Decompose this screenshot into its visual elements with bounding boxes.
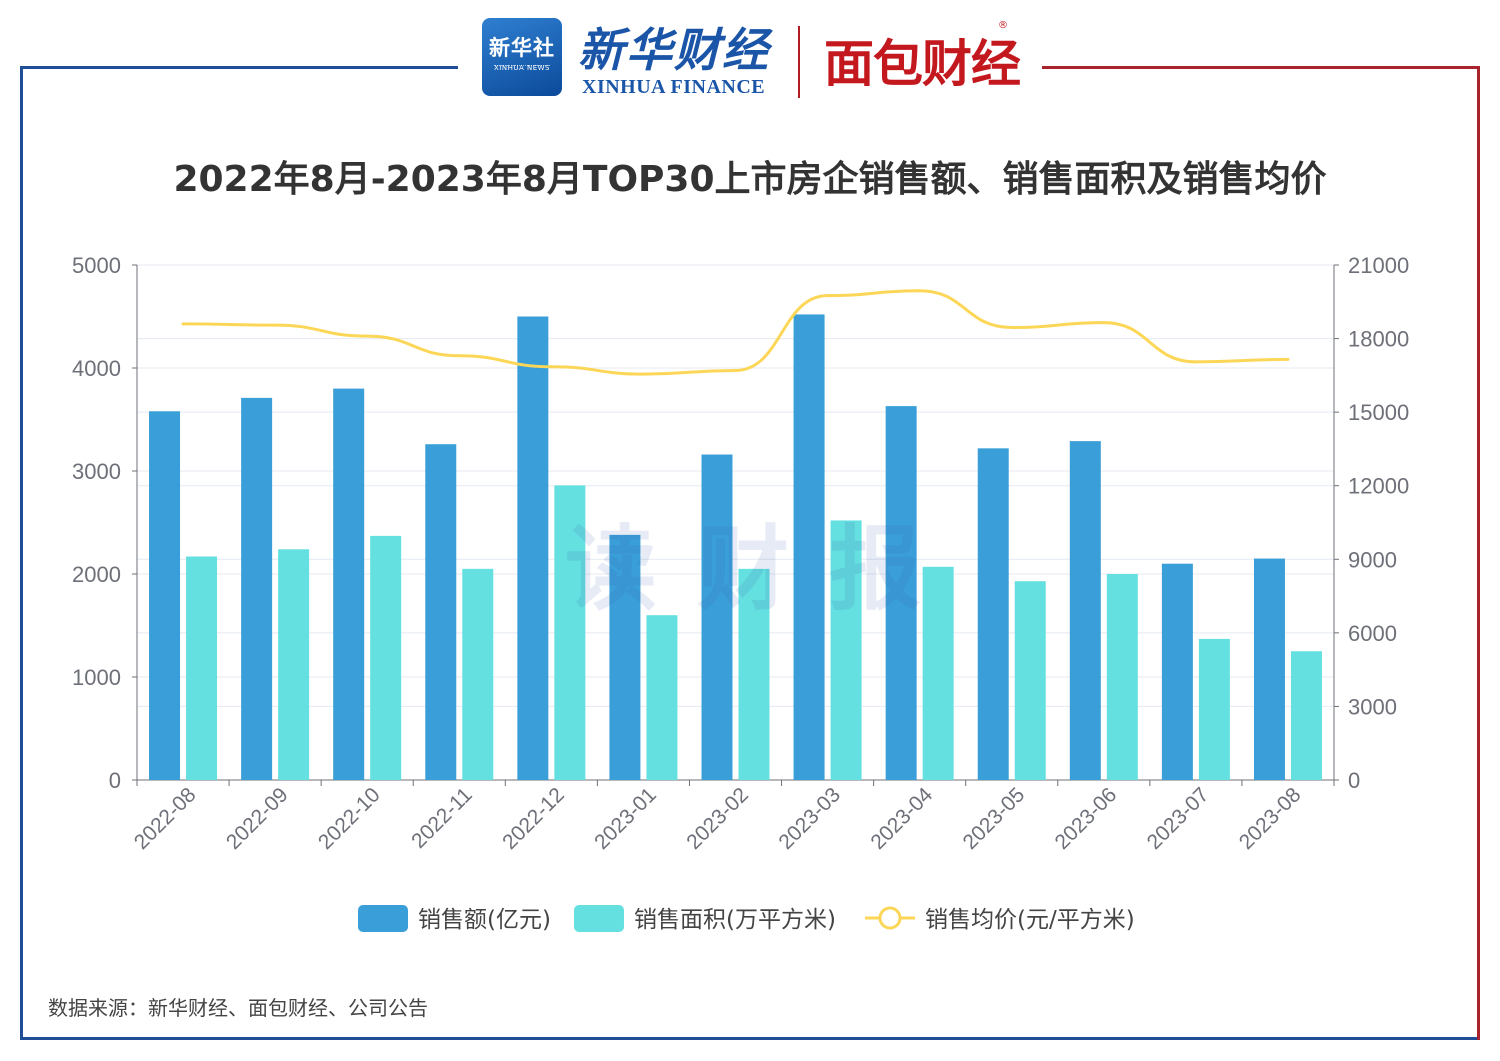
- frame-bottom-line: [20, 1037, 1480, 1040]
- point-price-2022-10: [365, 334, 369, 338]
- bar-sales-2022-11: [425, 444, 457, 780]
- y-right-tick-label: 6000: [1348, 621, 1397, 646]
- bar-sales-2022-10: [333, 388, 365, 780]
- x-tick-label: 2023-01: [590, 783, 661, 854]
- frame-right-line: [1477, 66, 1480, 1040]
- point-price-2022-12: [549, 365, 553, 369]
- y-right-tick-label: 9000: [1348, 547, 1397, 572]
- x-tick-label: 2022-10: [314, 783, 385, 854]
- watermark: 读财报: [565, 516, 962, 623]
- x-tick-label: 2023-07: [1143, 783, 1214, 854]
- x-tick-label: 2022-09: [222, 783, 293, 854]
- legend-swatch: [358, 905, 408, 932]
- x-tick-label: 2023-02: [682, 783, 753, 854]
- legend-label: 销售额(亿元): [418, 907, 551, 933]
- legend-item-sales: 销售额(亿元): [358, 905, 551, 933]
- xinhua-news-logo: 新华社 XINHUA NEWS: [482, 18, 562, 96]
- point-price-2022-08: [181, 322, 185, 326]
- y-left-tick-label: 5000: [72, 253, 121, 278]
- bar-sales-2023-08: [1253, 558, 1285, 780]
- point-price-2023-05: [1010, 326, 1014, 330]
- legend-item-price: 销售均价(元/平方米): [865, 906, 1135, 933]
- xinhua-badge-text: 新华社: [489, 36, 555, 60]
- bar-area-2022-08: [186, 556, 218, 780]
- bar-area-2022-09: [278, 549, 310, 780]
- legend: 销售额(亿元) 销售面积(万平方米) 销售均价(元/平方米): [358, 905, 1135, 933]
- point-price-2023-01: [641, 372, 645, 376]
- bar-sales-2022-08: [149, 411, 181, 780]
- x-tick-label: 2023-05: [959, 783, 1030, 854]
- y-left-tick-label: 0: [109, 768, 121, 793]
- bar-area-2023-07: [1198, 638, 1230, 780]
- bar-area-2022-12: [554, 485, 586, 780]
- bar-sales-2022-09: [241, 397, 273, 780]
- point-price-2023-02: [734, 368, 737, 372]
- frame-top-right-line: [1042, 66, 1480, 69]
- mianbao-finance-logo: 面包财经: [824, 35, 1021, 93]
- bar-sales-2023-04: [885, 406, 917, 780]
- y-left-tick-label: 2000: [72, 562, 121, 587]
- bar-sales-2023-06: [1069, 441, 1101, 780]
- x-tick-label: 2023-06: [1051, 783, 1122, 854]
- bar-area-2022-11: [462, 568, 494, 780]
- point-price-2023-03: [826, 294, 830, 298]
- point-price-2023-08: [1286, 357, 1290, 361]
- bar-sales-2023-03: [793, 314, 825, 780]
- y-left-tick-label: 4000: [72, 356, 121, 381]
- bar-sales-2023-01: [609, 534, 641, 780]
- registered-mark: ®: [998, 20, 1008, 31]
- line-price-series: [183, 289, 1288, 376]
- point-price-2022-11: [457, 354, 461, 358]
- bar-sales-2023-07: [1161, 563, 1193, 780]
- xinhua-finance-logo-en: XINHUA FINANCE: [582, 76, 766, 98]
- y-left-tick-label: 1000: [72, 665, 121, 690]
- legend-label: 销售面积(万平方米): [634, 907, 836, 933]
- x-tick-label: 2022-11: [407, 783, 477, 853]
- network-dots-icon: [494, 65, 550, 86]
- bar-sales-2023-05: [977, 448, 1009, 780]
- bar-sales-2022-12: [517, 316, 549, 780]
- y-right-tick-label: 3000: [1348, 694, 1397, 719]
- x-tick-label: 2022-08: [130, 783, 201, 854]
- point-price-2022-09: [273, 323, 277, 327]
- chart-title: 2022年8月-2023年8月TOP30上市房企销售额、销售面积及销售均价: [173, 159, 1327, 200]
- legend-label: 销售均价(元/平方米): [925, 907, 1135, 933]
- bar-area-2023-06: [1106, 574, 1138, 780]
- y-right-tick-label: 12000: [1348, 474, 1409, 499]
- x-tick-label: 2023-03: [774, 783, 845, 854]
- bar-sales-2023-02: [701, 454, 733, 780]
- bar-area-2023-08: [1290, 651, 1322, 780]
- bar-area-2023-05: [1014, 581, 1046, 780]
- y-right-tick-label: 0: [1348, 768, 1360, 793]
- frame-left-line: [20, 66, 23, 1040]
- legend-item-area: 销售面积(万平方米): [574, 905, 836, 933]
- xinhua-finance-logo-cn: 新华财经: [578, 23, 770, 77]
- bar-area-2023-02: [738, 568, 770, 780]
- bar-area-2023-04: [922, 566, 954, 780]
- data-source-note: 数据来源：新华财经、面包财经、公司公告: [48, 996, 428, 1020]
- bar-area-2023-03: [830, 520, 862, 780]
- bar-area-2022-10: [370, 535, 402, 780]
- logo-separator: [798, 26, 800, 98]
- y-left-tick-label: 3000: [72, 459, 121, 484]
- header-logos: 新华社 XINHUA NEWS 新华财经 XINHUA FINANCE 面包财经…: [0, 0, 1500, 110]
- point-price-2023-07: [1194, 360, 1198, 364]
- y-right-tick-label: 18000: [1348, 327, 1409, 352]
- frame-top-left-line: [20, 66, 458, 69]
- legend-swatch: [574, 905, 624, 932]
- point-price-2023-04: [918, 289, 922, 293]
- y-right-tick-label: 15000: [1348, 400, 1409, 425]
- x-tick-label: 2022-12: [498, 783, 569, 854]
- legend-swatch-marker: [878, 906, 902, 930]
- bar-area-2023-01: [646, 615, 678, 780]
- xinhua-badge-en: XINHUA NEWS: [493, 64, 551, 72]
- point-price-2023-06: [1102, 321, 1106, 325]
- x-tick-label: 2023-04: [866, 783, 937, 854]
- y-right-tick-label: 21000: [1348, 253, 1409, 278]
- x-tick-label: 2023-08: [1235, 783, 1306, 854]
